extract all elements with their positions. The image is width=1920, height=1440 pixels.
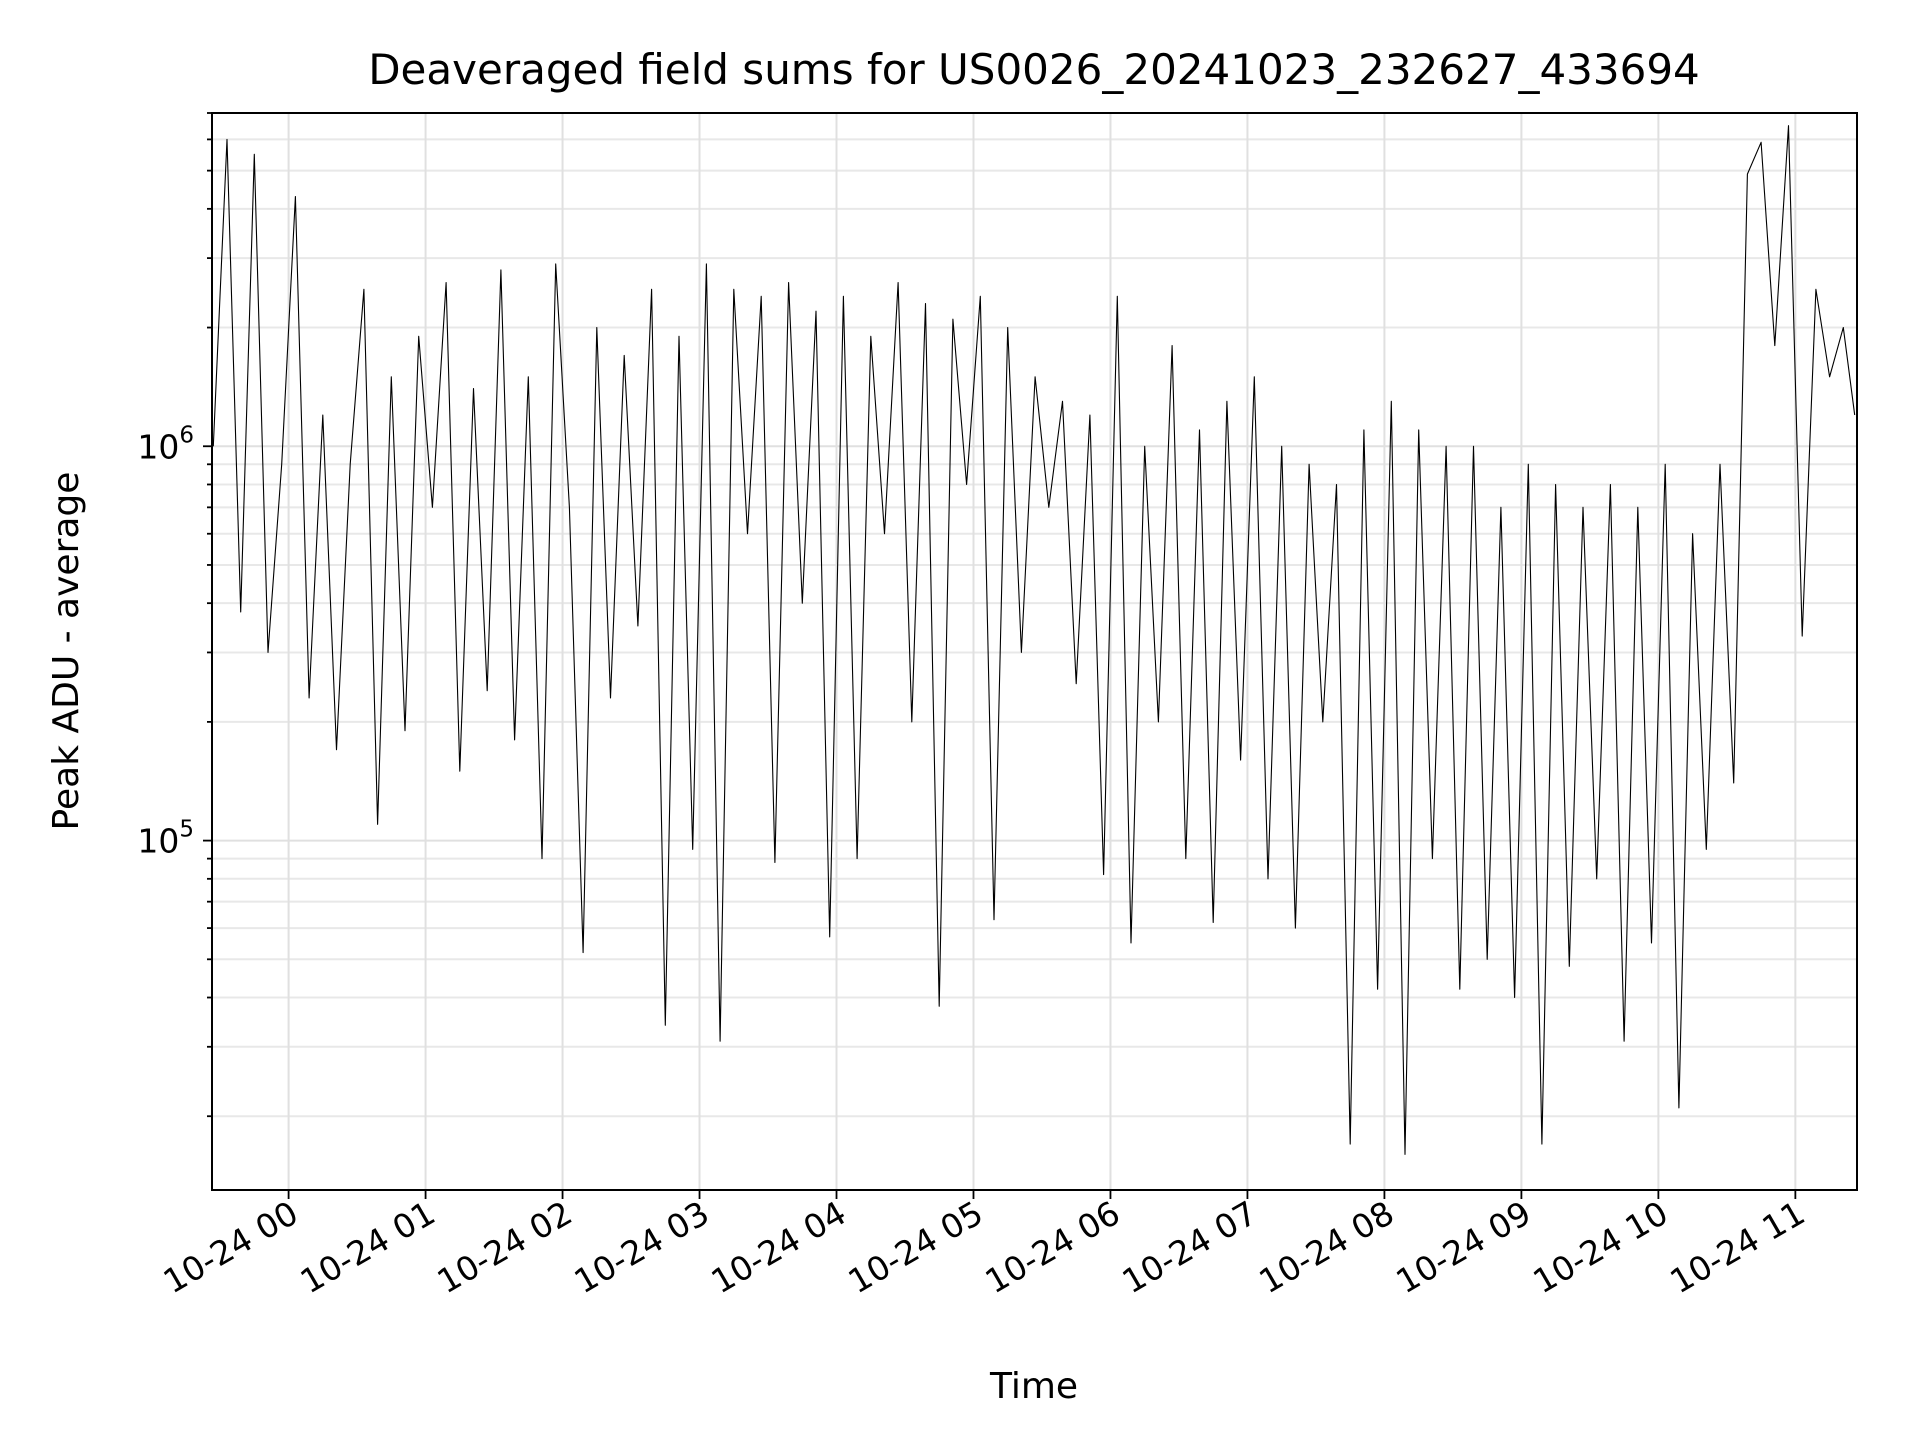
plot-frame (211, 112, 1858, 1191)
series-line-0 (212, 125, 1856, 1155)
x-axis-label: Time (989, 1366, 1078, 1407)
grid (212, 112, 1857, 1190)
y-tick-label: 105 (137, 817, 194, 861)
y-axis-label: Peak ADU - average (46, 472, 87, 831)
chart-title: Deaveraged field sums for US0026_2024102… (368, 45, 1700, 94)
series-group (212, 125, 1856, 1155)
y-tick-label: 106 (137, 422, 194, 466)
